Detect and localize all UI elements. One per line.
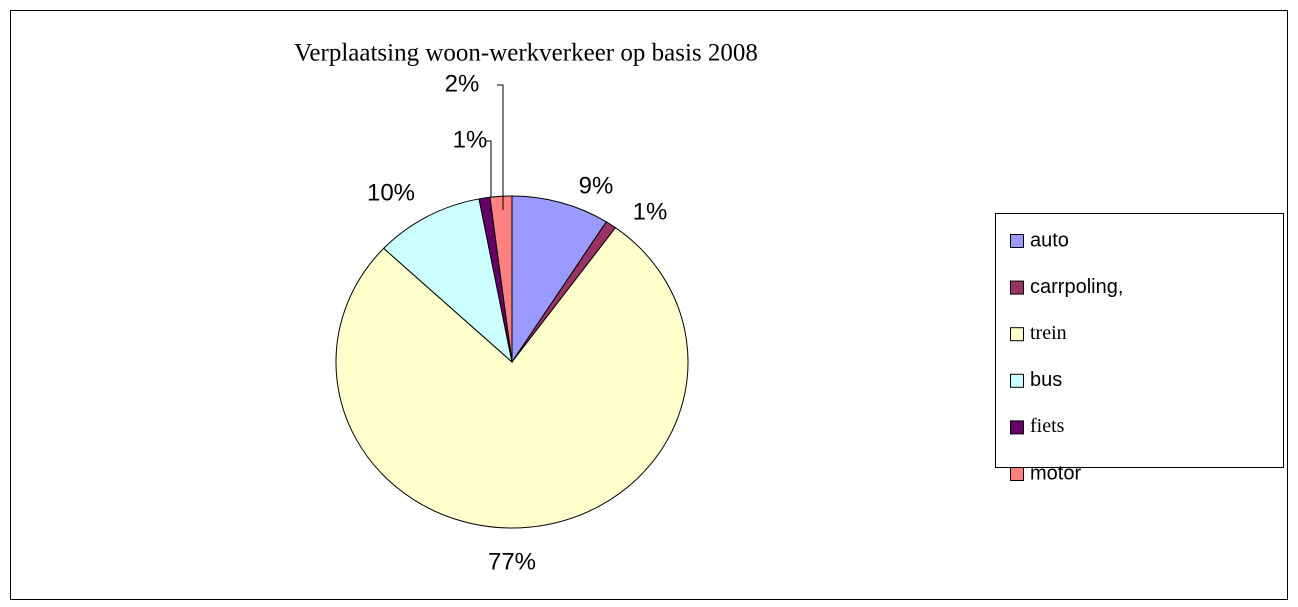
chart-title: Verplaatsing woon-werkverkeer op basis 2… — [294, 40, 758, 67]
data-label: 10% — [367, 179, 415, 206]
legend-label: auto — [1030, 229, 1069, 251]
legend-swatch — [1010, 373, 1024, 388]
legend-swatch — [1010, 280, 1024, 295]
pie-slice — [511, 195, 608, 364]
legend-swatch — [1010, 327, 1024, 342]
pie-slice — [335, 227, 689, 529]
legend-swatch — [1010, 467, 1024, 481]
pie-slice — [489, 195, 513, 363]
leader-line — [486, 140, 492, 212]
leader-line — [497, 84, 504, 210]
data-label: 2% — [445, 70, 480, 97]
legend-label: bus — [1030, 369, 1062, 391]
data-label: 1% — [453, 126, 488, 153]
data-label: 9% — [579, 172, 614, 199]
legend-label: carrpoling, — [1030, 276, 1123, 298]
data-label: 1% — [633, 198, 668, 225]
pie-slice — [382, 198, 513, 364]
legend-swatch — [1010, 234, 1024, 248]
legend-swatch — [1010, 420, 1024, 435]
data-label: 77% — [488, 548, 536, 575]
legend-label: motor — [1030, 462, 1081, 484]
legend-label: fiets — [1030, 415, 1065, 437]
legend-box — [995, 213, 1284, 468]
legend-label: trein — [1030, 322, 1067, 344]
